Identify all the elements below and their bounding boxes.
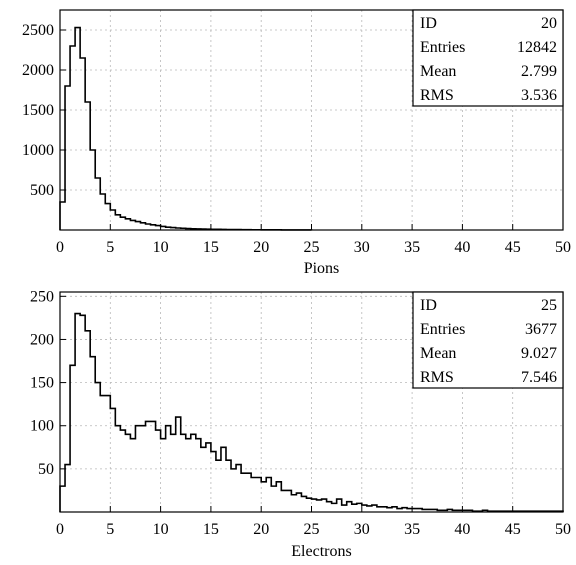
x-tick-label: 30 bbox=[354, 239, 370, 256]
stats-label: ID bbox=[420, 15, 437, 32]
stats-label: Entries bbox=[420, 321, 465, 338]
stats-value: 25 bbox=[541, 297, 557, 314]
x-tick-label: 45 bbox=[505, 521, 521, 538]
x-tick-label: 35 bbox=[404, 521, 420, 538]
y-tick-label: 1000 bbox=[22, 142, 54, 159]
stats-label: Mean bbox=[420, 63, 456, 80]
x-tick-label: 20 bbox=[253, 521, 269, 538]
x-tick-label: 40 bbox=[454, 239, 470, 256]
x-tick-label: 15 bbox=[203, 521, 219, 538]
x-axis-title: Electrons bbox=[291, 543, 351, 560]
stats-value: 3.536 bbox=[521, 87, 557, 104]
x-tick-label: 0 bbox=[56, 521, 64, 538]
x-tick-label: 50 bbox=[555, 521, 571, 538]
y-tick-label: 2500 bbox=[22, 22, 54, 39]
stats-label: Entries bbox=[420, 39, 465, 56]
x-axis-title: Pions bbox=[304, 260, 340, 277]
x-tick-label: 10 bbox=[153, 239, 169, 256]
y-tick-label: 500 bbox=[30, 182, 54, 199]
x-tick-label: 0 bbox=[56, 239, 64, 256]
x-tick-label: 5 bbox=[106, 521, 114, 538]
stats-box bbox=[412, 9, 564, 107]
y-tick-label: 150 bbox=[30, 375, 54, 392]
stats-box bbox=[412, 291, 564, 389]
y-tick-label: 100 bbox=[30, 418, 54, 435]
stats-value: 20 bbox=[541, 15, 557, 32]
pions-histogram-panel: 0 5 10 15 20 25 30 35 40 45 50 500 1000 1500 2000 2500 P… bbox=[22, 9, 571, 277]
x-tick-label: 25 bbox=[304, 239, 320, 256]
x-tick-label: 50 bbox=[555, 239, 571, 256]
x-tick-label: 40 bbox=[454, 521, 470, 538]
stats-value: 3677 bbox=[525, 321, 557, 338]
y-tick-label: 2000 bbox=[22, 62, 54, 79]
histogram-series bbox=[59, 312, 564, 512]
y-tick-label: 1500 bbox=[22, 102, 54, 119]
x-tick-label: 10 bbox=[153, 521, 169, 538]
x-tick-label: 25 bbox=[304, 521, 320, 538]
x-tick-label: 15 bbox=[203, 239, 219, 256]
stats-value: 2.799 bbox=[521, 63, 557, 80]
y-tick-label: 200 bbox=[30, 331, 54, 348]
x-tick-label: 20 bbox=[253, 239, 269, 256]
x-tick-label: 35 bbox=[404, 239, 420, 256]
y-tick-label: 50 bbox=[38, 461, 54, 478]
electrons-histogram-panel: 0 5 10 15 20 25 30 35 40 45 50 50 100 150 200 250 Electr… bbox=[30, 288, 571, 560]
stats-label: RMS bbox=[420, 369, 454, 386]
histogram-series bbox=[59, 26, 313, 231]
stats-value: 7.546 bbox=[521, 369, 557, 386]
stats-label: RMS bbox=[420, 87, 454, 104]
stats-value: 12842 bbox=[517, 39, 557, 56]
y-tick-label: 250 bbox=[30, 288, 54, 305]
x-tick-label: 5 bbox=[106, 239, 114, 256]
x-tick-label: 45 bbox=[505, 239, 521, 256]
stats-value: 9.027 bbox=[521, 345, 557, 362]
stats-label: ID bbox=[420, 297, 437, 314]
stats-label: Mean bbox=[420, 345, 456, 362]
x-tick-label: 30 bbox=[354, 521, 370, 538]
